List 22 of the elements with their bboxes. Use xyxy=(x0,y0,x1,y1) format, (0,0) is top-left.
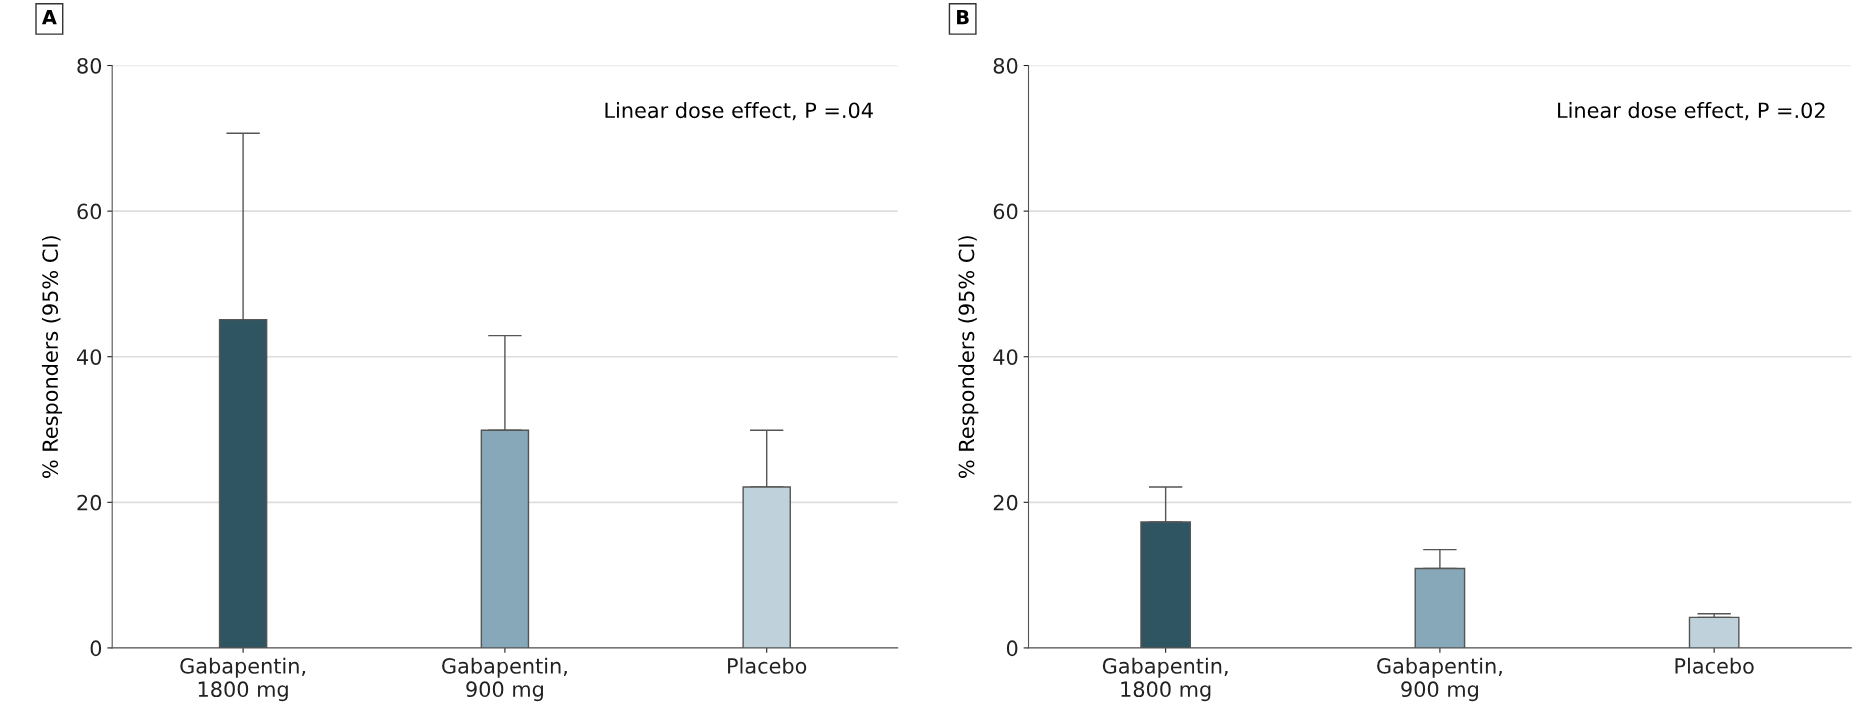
annotation: Linear dose effect, P =.02 xyxy=(1558,102,1825,121)
y-tick-label: 0 xyxy=(1006,640,1018,657)
x-tick-label: Gabapentin, 1800 mg xyxy=(180,657,306,702)
chart-title: A xyxy=(41,10,57,25)
y-tick-label: 0 xyxy=(90,640,102,657)
x-tick-label: Gabapentin, 900 mg xyxy=(1377,657,1502,702)
y-tick-label: 60 xyxy=(993,203,1018,220)
y-tick-label: 80 xyxy=(993,57,1018,74)
y-axis-title: % Responders (95% CI) xyxy=(958,236,979,478)
y-axis-title: % Responders (95% CI) xyxy=(41,236,63,478)
x-tick-label: Gabapentin, 1800 mg xyxy=(1102,657,1228,702)
annotation: Linear dose effect, P =.04 xyxy=(605,102,873,121)
x-tick-label: Placebo xyxy=(1675,657,1754,674)
x-tick-label: Gabapentin, 900 mg xyxy=(442,657,567,702)
y-tick-label: 80 xyxy=(77,57,102,74)
y-tick-label: 40 xyxy=(76,349,102,365)
chart-title: B xyxy=(957,10,969,25)
x-tick-label: Placebo xyxy=(728,657,807,674)
y-tick-label: 60 xyxy=(77,203,102,220)
y-tick-label: 20 xyxy=(993,494,1018,511)
y-tick-label: 20 xyxy=(77,494,102,511)
y-tick-label: 40 xyxy=(993,349,1018,365)
